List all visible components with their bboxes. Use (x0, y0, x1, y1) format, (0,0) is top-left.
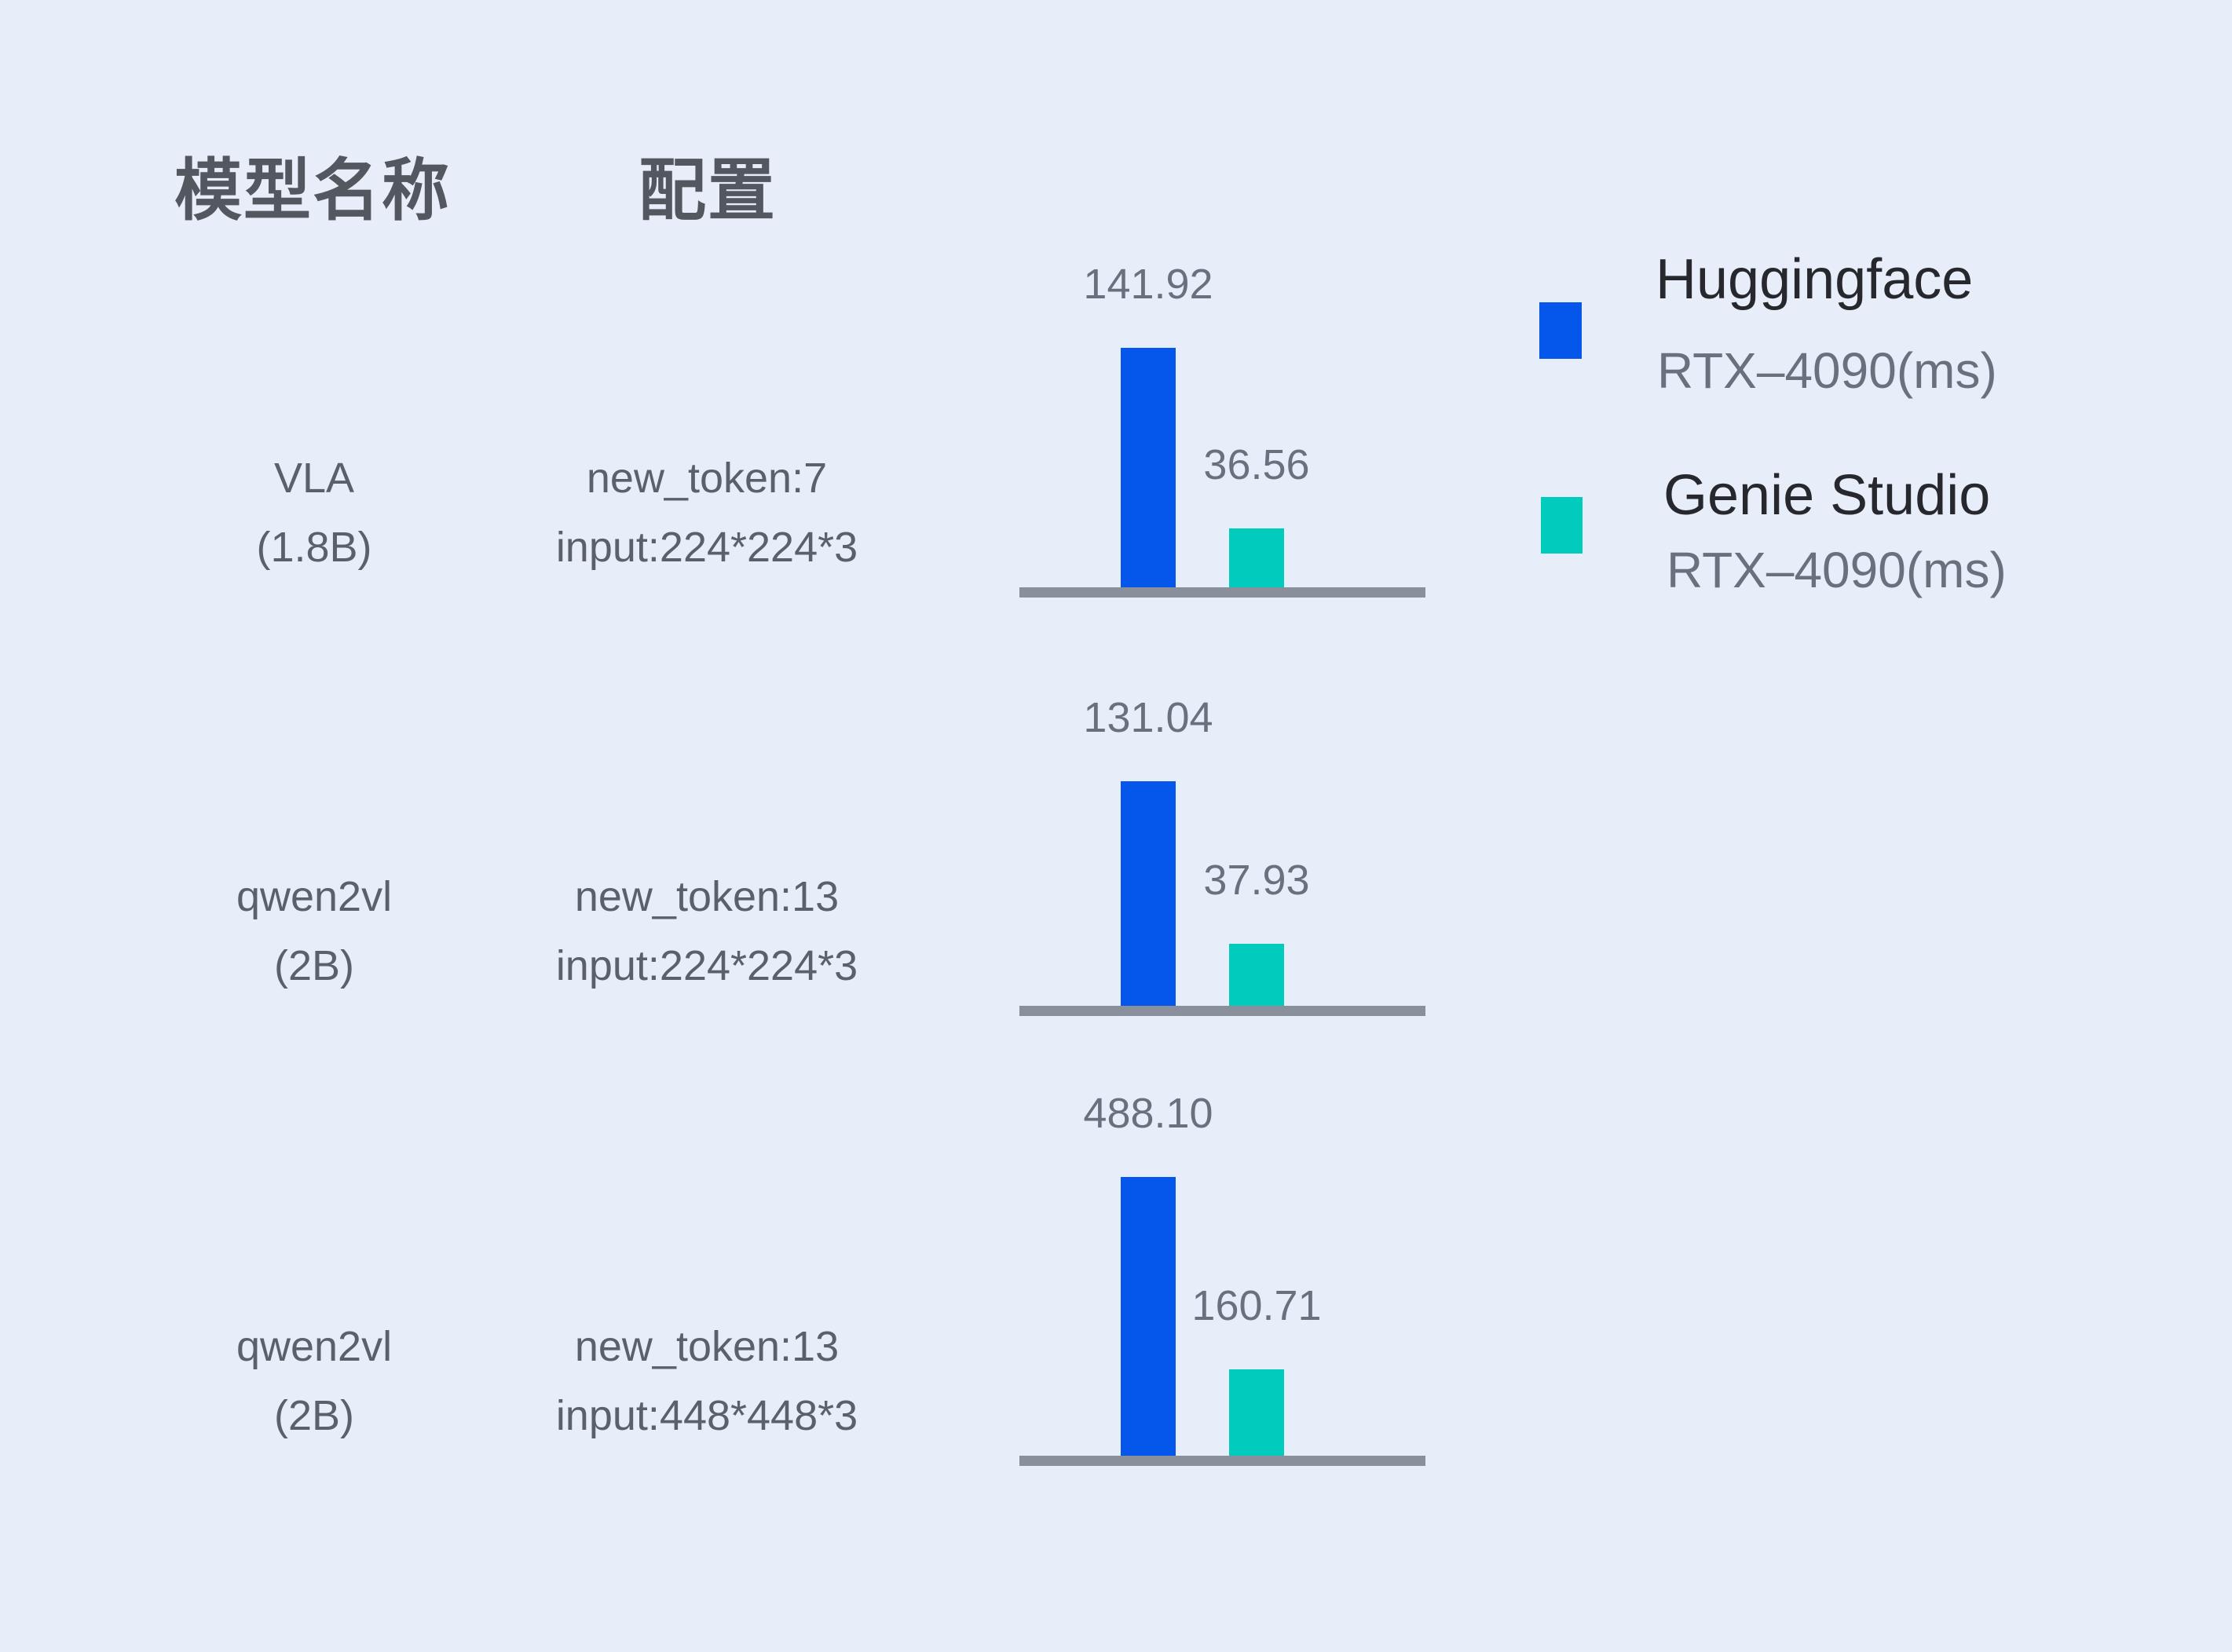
baseline-axis (1019, 1456, 1425, 1466)
huggingface-bar (1121, 1177, 1176, 1456)
genie-studio-value-label: 37.93 (1203, 857, 1310, 904)
genie-studio-value-label: 160.71 (1191, 1282, 1322, 1329)
config-line2: input:448*448*3 (555, 1392, 858, 1439)
huggingface-value-label: 141.92 (1083, 261, 1213, 308)
huggingface-bar (1121, 348, 1176, 587)
column-header-config: 配置 (638, 153, 777, 228)
genie-studio-legend-sublabel: RTX–4090(ms) (1667, 542, 2007, 598)
model-name-line2: (2B) (273, 1392, 354, 1439)
huggingface-value-label: 488.10 (1083, 1090, 1213, 1137)
genie-studio-bar (1229, 528, 1284, 587)
config-label: new_token:13 input:448*448*3 (487, 1312, 927, 1450)
baseline-axis (1019, 1006, 1425, 1016)
model-name-line1: qwen2vl (236, 1323, 393, 1370)
config-line1: new_token:13 (574, 873, 840, 920)
config-label: new_token:13 input:224*224*3 (487, 862, 927, 1000)
model-name-line1: VLA (273, 455, 355, 502)
column-header-model-name: 模型名称 (174, 153, 451, 228)
chart-row: VLA (1.8B) new_token:7 input:224*224*3 1… (0, 236, 2232, 598)
config-label: new_token:7 input:224*224*3 (487, 444, 927, 582)
huggingface-legend-swatch (1539, 302, 1582, 359)
genie-studio-value-label: 36.56 (1203, 441, 1310, 488)
chart-row: qwen2vl (2B) new_token:13 input:224*224*… (0, 654, 2232, 1016)
model-name-label: qwen2vl (2B) (141, 862, 487, 1000)
model-name-line1: qwen2vl (236, 873, 393, 920)
config-line1: new_token:7 (586, 455, 828, 502)
model-name-label: VLA (1.8B) (141, 444, 487, 582)
model-name-label: qwen2vl (2B) (141, 1312, 487, 1450)
huggingface-legend-label: Huggingface (1656, 248, 1974, 311)
genie-studio-legend-swatch (1541, 497, 1583, 554)
model-name-line2: (1.8B) (256, 524, 372, 571)
config-line1: new_token:13 (574, 1323, 840, 1370)
genie-studio-bar (1229, 944, 1284, 1006)
genie-studio-legend-label: Genie Studio (1663, 464, 1991, 527)
config-line2: input:224*224*3 (555, 942, 858, 989)
huggingface-value-label: 131.04 (1083, 694, 1213, 741)
genie-studio-bar (1229, 1369, 1284, 1456)
model-name-line2: (2B) (273, 942, 354, 989)
baseline-axis (1019, 587, 1425, 598)
config-line2: input:224*224*3 (555, 524, 858, 571)
huggingface-legend-sublabel: RTX–4090(ms) (1657, 342, 1997, 399)
huggingface-bar (1121, 781, 1176, 1006)
chart-row: qwen2vl (2B) new_token:13 input:448*448*… (0, 1052, 2232, 1466)
